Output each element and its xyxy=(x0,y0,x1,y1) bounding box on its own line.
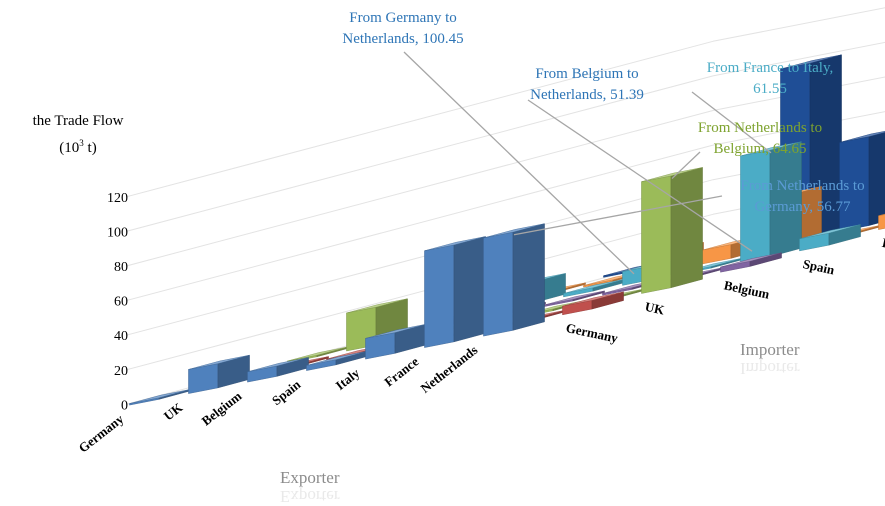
bar-top-face xyxy=(129,389,191,404)
bar-top-face xyxy=(562,291,624,307)
exporter-label-uk: UK xyxy=(161,399,186,423)
gridline-back-20 xyxy=(126,213,714,371)
importer-label-belgium: Belgium xyxy=(723,277,771,301)
gridline-side-60 xyxy=(712,111,885,146)
z-axis-title: Importer xyxy=(740,340,800,359)
leader-line-netherlands-belgium xyxy=(671,151,701,180)
bar-side-face xyxy=(217,354,250,389)
x-axis-title: Exporter xyxy=(280,468,340,487)
bar-top-face xyxy=(839,130,885,143)
bar-front-face xyxy=(878,214,885,230)
exporter-label-netherlands: Netherlands xyxy=(418,342,481,396)
exporter-label-spain: Spain xyxy=(269,376,304,408)
annotation-belgium-netherlands: From Belgium to Netherlands, 51.39 xyxy=(530,66,644,103)
bar-side-face xyxy=(453,236,486,343)
bar-spain-to-germany xyxy=(306,350,368,371)
z-axis-title-reflection: Importer xyxy=(740,359,800,378)
bar-france-to-italy xyxy=(740,141,802,263)
bar-side-face xyxy=(868,132,885,226)
bar-netherlands-to-spain xyxy=(720,252,782,273)
y-axis-unit: (103 t) xyxy=(59,138,97,156)
bar-top-face xyxy=(641,167,703,182)
x-axis-title-reflection: Exporter xyxy=(280,487,340,506)
y-tick-label: 120 xyxy=(107,191,128,206)
bar-front-face xyxy=(424,244,455,348)
gridline-side-100 xyxy=(712,41,885,77)
gridline-back-100 xyxy=(126,75,714,232)
bar-top-face xyxy=(878,213,885,216)
bar-top-face xyxy=(780,54,842,70)
bar-netherlands-to-italy xyxy=(799,224,861,252)
exporter-label-belgium: Belgium xyxy=(199,388,245,428)
exporter-label-france: France xyxy=(381,354,421,390)
leader-line-france-italy xyxy=(691,91,772,154)
bar-netherlands-to-uk xyxy=(562,291,624,316)
y-tick-label: 80 xyxy=(114,260,128,275)
bar-top-face xyxy=(483,223,545,239)
gridline-side-80 xyxy=(712,76,885,111)
y-axis-title: the Trade Flow (103 t) xyxy=(8,110,148,159)
y-axis-ticks: 0 20 40 60 80 100 120 xyxy=(107,191,128,414)
bar-top-face xyxy=(543,290,605,306)
bar-top-face xyxy=(424,236,486,251)
bar-germany-to-germany xyxy=(129,389,191,406)
y-tick-label: 40 xyxy=(114,329,128,344)
leader-line-netherlands-germany xyxy=(513,195,723,236)
bar-top-face xyxy=(188,354,250,370)
exporter-label-italy: Italy xyxy=(333,365,363,393)
bar-netherlands-to-germany xyxy=(483,223,545,337)
y-axis-title-line1: the Trade Flow xyxy=(32,113,124,129)
bar-front-face xyxy=(129,397,160,406)
bar-top-face xyxy=(720,252,782,268)
bar-netherlands-to-belgium xyxy=(641,167,703,294)
importer-label-uk: UK xyxy=(644,299,667,318)
gridline-side-120 xyxy=(712,7,885,42)
leader-line-belgium-netherlands xyxy=(527,99,753,252)
y-tick-label: 20 xyxy=(114,364,128,379)
y-tick-label: 0 xyxy=(121,398,128,413)
importer-label-italy: Italy xyxy=(881,235,885,255)
bar-italy-to-netherlands xyxy=(839,130,885,232)
bar-top-face xyxy=(740,141,802,157)
bar-top-face xyxy=(346,298,408,314)
leader-line-germany-netherlands xyxy=(403,51,635,275)
importer-label-germany: Germany xyxy=(565,320,620,346)
bar-france-to-germany xyxy=(424,236,486,348)
bar-top-face xyxy=(247,357,309,372)
gridline-back-60 xyxy=(126,144,714,302)
bar-belgium-to-germany xyxy=(247,357,309,383)
bar-italy-to-germany xyxy=(365,323,427,360)
bar-side-face xyxy=(670,167,703,289)
annotation-germany-netherlands: From Germany to Netherlands, 100.45 xyxy=(342,10,464,47)
bar-front-face xyxy=(483,231,514,337)
annotation-france-italy: From France to Italy, 61.55 xyxy=(706,60,834,97)
bar-spain-to-spain xyxy=(543,290,605,307)
exporter-label-germany: Germany xyxy=(76,411,127,456)
gridline-back-80 xyxy=(126,110,714,267)
importer-label-spain: Spain xyxy=(802,256,837,277)
gridline-back-40 xyxy=(126,179,714,336)
gridline-back-120 xyxy=(126,40,714,198)
bar-side-face xyxy=(512,223,545,331)
bars xyxy=(129,54,885,406)
exporter-labels: Germany UK Belgium Spain Italy FranceNetherla… xyxy=(76,342,481,455)
bar-netherlands-to-france xyxy=(878,213,885,230)
annotation-netherlands-belgium: From Netherlands to Belgium, 64.65 xyxy=(697,120,823,157)
annotation-netherlands-germany: From Netherlands to Germany, 56.77 xyxy=(740,178,865,215)
annotation-leaders xyxy=(403,51,772,275)
bar-top-face xyxy=(799,224,861,240)
y-tick-label: 100 xyxy=(107,225,128,240)
bar-uk-to-germany xyxy=(188,354,250,394)
y-tick-label: 60 xyxy=(114,295,128,310)
